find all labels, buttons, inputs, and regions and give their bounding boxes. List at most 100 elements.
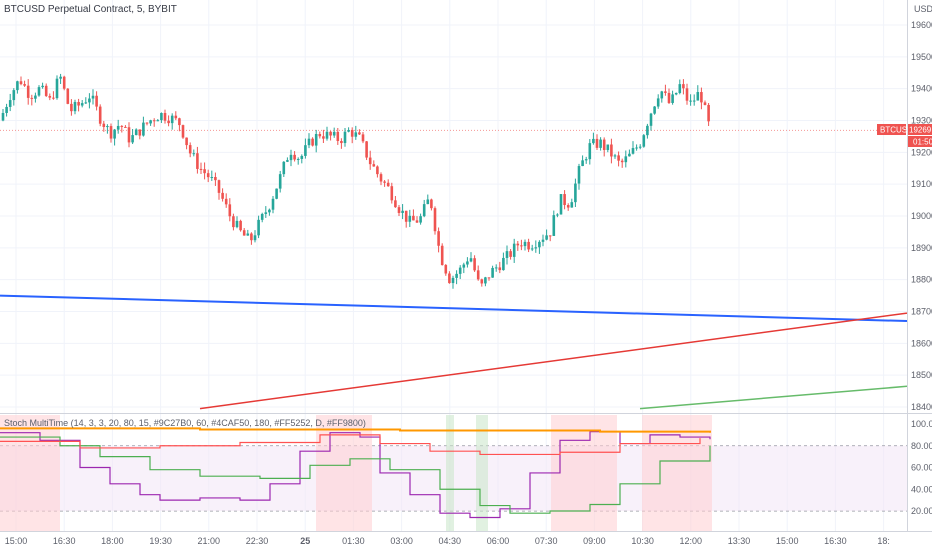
indicator-title[interactable]: Stoch MultiTime (14, 3, 3, 20, 80, 15, #… <box>4 418 366 428</box>
candle-body <box>653 106 656 114</box>
candle-body <box>599 139 602 148</box>
trendline-support[interactable] <box>0 294 908 323</box>
candle-body <box>656 98 660 107</box>
candle-body <box>682 84 685 89</box>
candle-body <box>55 78 59 99</box>
candle-body <box>534 247 538 249</box>
candle-body <box>509 251 512 257</box>
candle-body <box>422 204 426 217</box>
time-axis[interactable]: 15:00 16:30 18:00 19:30 21:00 22:30 25 01:30 03:… <box>5 536 890 546</box>
candle-body <box>642 135 646 147</box>
candle-body <box>70 103 73 112</box>
time-tick-label: 16:30 <box>824 536 847 546</box>
price-axis[interactable]: 19600.0 19500.0 19400.0 19300.0 19200.0 19100… <box>911 20 932 412</box>
candle-body <box>401 210 404 213</box>
time-tick-label: 19:30 <box>149 536 172 546</box>
candle-body <box>674 92 678 95</box>
candle-body <box>91 95 95 99</box>
candle-body <box>257 219 260 236</box>
indicator-tick-label: 80.00 <box>911 441 932 451</box>
candle-body <box>390 186 394 201</box>
candle-body <box>584 159 588 161</box>
candle-body <box>289 154 293 161</box>
candle-body <box>394 200 397 208</box>
candle-body <box>358 132 361 135</box>
candle-body <box>703 102 707 105</box>
candle-body <box>347 129 350 132</box>
indicator-tick-label: 60.00 <box>911 463 932 473</box>
price-tick-label: 19300.0 <box>911 116 932 126</box>
candle-body <box>167 120 170 124</box>
candle-body <box>379 174 383 182</box>
indicator-tick-label: 20.00 <box>911 506 932 516</box>
trendline-green[interactable] <box>639 385 908 410</box>
stochastic-lines <box>0 427 711 519</box>
candle-body <box>134 129 138 136</box>
candle-body <box>145 122 149 124</box>
indicator-axis[interactable]: 100.00 80.00 60.00 40.00 20.00 <box>911 419 932 516</box>
symbol-badge <box>877 124 906 135</box>
price-tick-label: 18700.0 <box>911 307 932 317</box>
candle-body <box>602 139 606 150</box>
candle-body <box>466 261 469 265</box>
candle-body <box>131 135 134 143</box>
time-tick-label: 13:30 <box>728 536 751 546</box>
candle-body <box>8 100 12 107</box>
candle-body <box>286 160 289 162</box>
price-tick-label: 18600.0 <box>911 338 932 348</box>
candle-body <box>95 95 98 107</box>
candle-body <box>523 241 527 247</box>
candle-body <box>239 220 242 231</box>
time-tick-label: 03:00 <box>390 536 413 546</box>
candle-body <box>106 126 109 128</box>
candle-body <box>520 245 523 247</box>
candle-body <box>196 153 199 169</box>
candle-body <box>138 129 142 136</box>
candle-body <box>527 241 530 250</box>
candle-body <box>419 216 422 223</box>
candle-body <box>628 153 631 157</box>
candle-body <box>415 220 419 223</box>
trendline-red[interactable] <box>199 312 908 410</box>
trend-lines[interactable] <box>0 294 908 410</box>
candle-body <box>311 138 314 146</box>
candle-body <box>559 194 563 215</box>
candle-body <box>397 207 401 213</box>
candle-body <box>541 239 545 242</box>
time-tick-label: 18: <box>877 536 890 546</box>
candle-body <box>228 204 232 217</box>
candle-body <box>487 277 491 279</box>
price-tick-label: 19000.0 <box>911 211 932 221</box>
candle-body <box>1 112 5 121</box>
price-tick-label: 19500.0 <box>911 52 932 62</box>
price-tick-label: 19100.0 <box>911 179 932 189</box>
candle-body <box>48 95 52 98</box>
candle-body <box>34 95 37 99</box>
time-tick-label: 06:00 <box>487 536 510 546</box>
candle-body <box>350 129 354 137</box>
candle-body <box>19 81 23 85</box>
candle-body <box>408 215 412 222</box>
candle-body <box>426 199 430 205</box>
candle-body <box>566 205 570 208</box>
candle-body <box>340 140 343 144</box>
time-tick-label: 07:30 <box>535 536 558 546</box>
candle-body <box>480 279 484 284</box>
time-tick-label: 15:00 <box>5 536 28 546</box>
candle-body <box>250 233 253 241</box>
candle-body <box>336 131 340 141</box>
candle-body <box>246 233 250 236</box>
candle-body <box>174 115 178 119</box>
stoch-zone <box>0 415 60 531</box>
candle-body <box>282 161 286 175</box>
candle-body <box>469 258 473 262</box>
time-tick-label: 01:30 <box>342 536 365 546</box>
candle-body <box>671 94 674 103</box>
candle-body <box>181 125 185 138</box>
indicator-tick-label: 100.00 <box>911 419 932 429</box>
candle-body <box>505 251 509 258</box>
time-tick-label: 12:00 <box>680 536 703 546</box>
candle-body <box>113 129 116 139</box>
candle-body <box>624 156 628 163</box>
